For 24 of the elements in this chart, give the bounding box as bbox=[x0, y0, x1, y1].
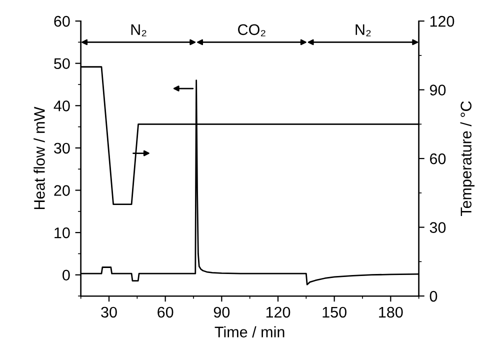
y-tick-label: 40 bbox=[54, 100, 70, 112]
x-tick-label: 30 bbox=[101, 306, 117, 318]
x-tick-label: 120 bbox=[266, 306, 290, 318]
y2-tick-label: 60 bbox=[430, 153, 446, 164]
y-tick-label: 60 bbox=[54, 16, 70, 27]
y-axis-title: Heat flow / mW bbox=[34, 106, 45, 210]
y-tick-label: 20 bbox=[54, 185, 70, 196]
y2-tick-label: 120 bbox=[430, 16, 454, 27]
y2-tick-label: 0 bbox=[430, 290, 438, 302]
x-tick-label: 180 bbox=[379, 306, 403, 318]
x-tick-label: 60 bbox=[158, 306, 174, 318]
y-tick-label: 0 bbox=[62, 270, 70, 281]
annotation: CO₂ bbox=[238, 24, 266, 36]
annotation: N₂ bbox=[356, 24, 371, 36]
y2-tick-label: 30 bbox=[430, 222, 446, 233]
y-tick-label: 10 bbox=[54, 227, 70, 238]
x-axis-title: Time / min bbox=[214, 326, 284, 338]
annotation: N₂ bbox=[131, 24, 146, 36]
x-tick-label: 150 bbox=[322, 306, 346, 318]
y2-axis-title: Temperature / °C bbox=[460, 101, 475, 216]
x-tick-label: 90 bbox=[214, 306, 230, 318]
y2-tick-label: 90 bbox=[430, 84, 446, 96]
y-tick-label: 30 bbox=[54, 142, 70, 154]
y-tick-label: 50 bbox=[54, 58, 70, 70]
